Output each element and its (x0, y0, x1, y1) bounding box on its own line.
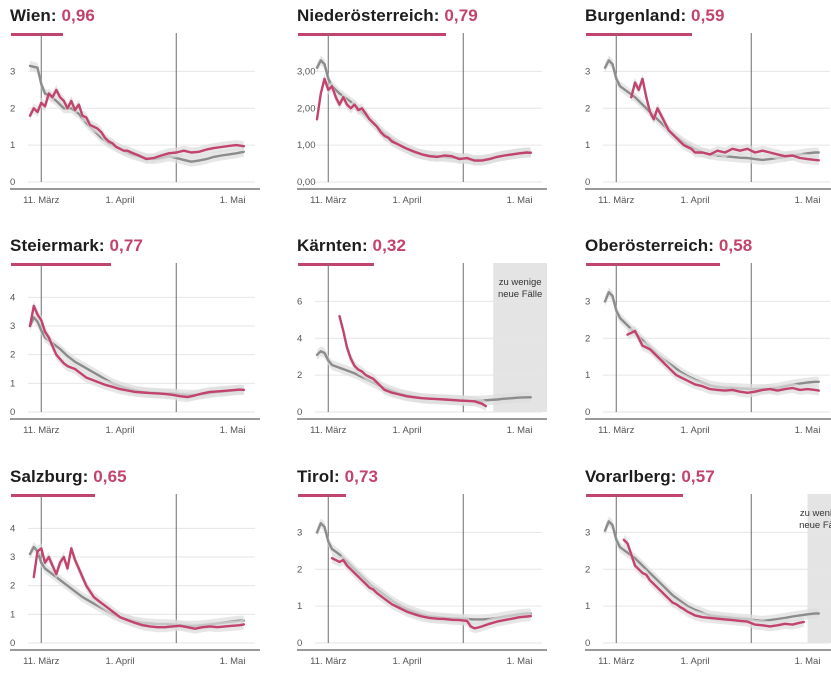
y-tick-label: 1 (10, 609, 15, 620)
y-tick-label: 2 (585, 103, 590, 114)
insufficient-data-label: neue Fälle (799, 520, 831, 531)
line-chart: 0 1 2 3 11. März 1. April 1. Mai (575, 0, 831, 225)
x-tick-label: 1. April (105, 195, 134, 206)
x-tick-label: 1. Mai (507, 425, 533, 436)
y-tick-label: 3,00 (297, 66, 316, 77)
y-tick-label: 0 (585, 638, 590, 649)
x-tick-label: 1. April (680, 195, 709, 206)
y-tick-label: 2 (10, 350, 15, 361)
y-tick-label: 4 (10, 523, 15, 534)
insufficient-data-label: neue Fälle (498, 289, 542, 300)
y-tick-label: 1 (585, 370, 590, 381)
y-tick-label: 1 (10, 378, 15, 389)
x-tick-label: 1. April (392, 425, 421, 436)
y-tick-label: 2 (297, 370, 302, 381)
line-chart: 0,00 1,00 2,00 3,00 11. März 1. April 1. Mai (287, 0, 557, 225)
x-tick-label: 11. März (598, 425, 635, 436)
y-tick-label: 0 (10, 638, 15, 649)
y-tick-label: 0 (10, 407, 15, 418)
x-tick-label: 11. März (23, 425, 60, 436)
x-tick-label: 1. Mai (795, 425, 821, 436)
y-tick-label: 4 (297, 333, 302, 344)
x-tick-label: 1. Mai (795, 656, 821, 667)
x-tick-label: 11. März (310, 195, 347, 206)
y-tick-label: 3 (585, 296, 590, 307)
x-tick-label: 1. Mai (220, 425, 246, 436)
y-tick-label: 3 (10, 321, 15, 332)
line-chart: 0 1 2 3 4 11. März 1. April 1. Mai (0, 461, 270, 686)
y-tick-label: 1 (585, 601, 590, 612)
x-tick-label: 1. April (105, 425, 134, 436)
x-tick-label: 1. April (680, 656, 709, 667)
insufficient-data-label: zu wenige (499, 277, 542, 288)
regional-series-line (30, 90, 244, 159)
x-tick-label: 1. Mai (220, 195, 246, 206)
y-tick-label: 2 (585, 564, 590, 575)
y-tick-label: 0 (585, 177, 590, 188)
x-tick-label: 11. März (310, 656, 347, 667)
line-chart: 0 1 2 3 11. März 1. April 1. Mai (575, 230, 831, 455)
y-tick-label: 3 (585, 527, 590, 538)
confidence-band (30, 85, 244, 164)
x-tick-label: 11. März (310, 425, 347, 436)
y-tick-label: 0,00 (297, 177, 316, 188)
x-tick-label: 1. April (392, 195, 421, 206)
y-tick-label: 3 (10, 66, 15, 77)
y-tick-label: 1,00 (297, 140, 316, 151)
y-tick-label: 2 (585, 333, 590, 344)
y-tick-label: 2 (10, 103, 15, 114)
y-tick-label: 2 (10, 581, 15, 592)
x-tick-label: 1. Mai (220, 656, 246, 667)
x-tick-label: 1. Mai (507, 195, 533, 206)
regional-series-line (317, 79, 531, 161)
x-tick-label: 1. April (680, 425, 709, 436)
x-tick-label: 1. April (105, 656, 134, 667)
y-tick-label: 0 (585, 407, 590, 418)
y-tick-label: 3 (297, 527, 302, 538)
x-tick-label: 11. März (598, 195, 635, 206)
y-tick-label: 1 (297, 601, 302, 612)
y-tick-label: 4 (10, 292, 15, 303)
y-tick-label: 3 (10, 552, 15, 563)
line-chart: 0 1 2 3 4 11. März 1. April 1. Mai (0, 230, 270, 455)
y-tick-label: 0 (10, 177, 15, 188)
x-tick-label: 1. Mai (795, 195, 821, 206)
x-tick-label: 1. April (392, 656, 421, 667)
confidence-band (628, 326, 819, 398)
y-tick-label: 3 (585, 66, 590, 77)
line-chart: 0 1 2 3 11. März 1. April 1. Mai (287, 461, 557, 686)
x-tick-label: 11. März (23, 656, 60, 667)
y-tick-label: 0 (297, 407, 302, 418)
y-tick-label: 6 (297, 296, 302, 307)
confidence-band (605, 287, 819, 394)
confidence-band (317, 74, 531, 166)
y-tick-label: 1 (585, 140, 590, 151)
austria-series-line (605, 292, 819, 389)
insufficient-data-label: zu wenige (800, 508, 831, 519)
line-chart: 0 1 2 3 11. März 1. April 1. Mai (0, 0, 270, 225)
x-tick-label: 11. März (598, 656, 635, 667)
y-tick-label: 0 (297, 638, 302, 649)
y-tick-label: 2,00 (297, 103, 316, 114)
y-tick-label: 1 (10, 140, 15, 151)
y-tick-label: 2 (297, 564, 302, 575)
x-tick-label: 11. März (23, 195, 60, 206)
x-tick-label: 1. Mai (507, 656, 533, 667)
